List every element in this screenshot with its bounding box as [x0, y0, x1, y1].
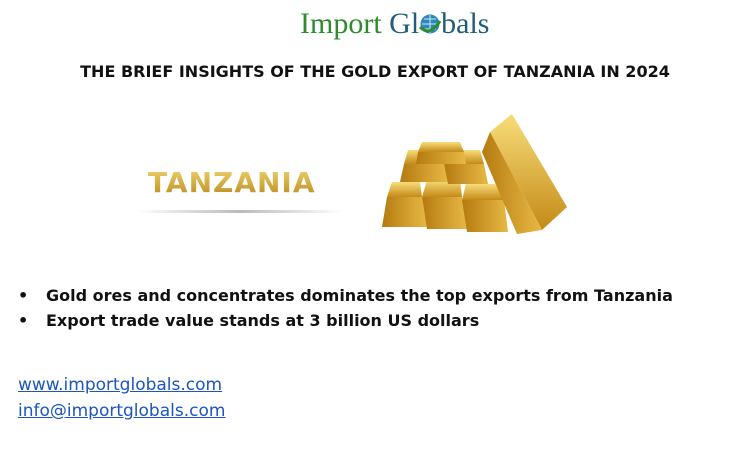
bullet-text: Export trade value stands at 3 billion U…	[46, 311, 480, 330]
insights-list: • Gold ores and concentrates dominates th…	[18, 283, 673, 333]
contact-links: www.importglobals.com info@importglobals…	[18, 372, 225, 424]
logo-text-globals: Gl bals	[389, 7, 490, 40]
gold-bar	[416, 142, 466, 164]
website-link[interactable]: www.importglobals.com	[18, 375, 223, 395]
bullet-icon: •	[18, 286, 29, 305]
globe-icon	[419, 14, 442, 34]
gold-bars-image	[382, 114, 567, 234]
country-label: TANZANIA	[148, 166, 316, 199]
list-item: • Gold ores and concentrates dominates th…	[18, 283, 673, 308]
gold-bar	[382, 182, 427, 227]
bullet-icon: •	[18, 311, 29, 330]
gold-bar	[462, 184, 508, 232]
logo-text-import: Import	[300, 7, 382, 40]
gold-bar-standing	[482, 114, 567, 234]
email-link[interactable]: info@importglobals.com	[18, 401, 226, 421]
list-item: • Export trade value stands at 3 billion …	[18, 308, 673, 333]
bullet-text: Gold ores and concentrates dominates the…	[46, 286, 673, 305]
import-globals-logo: Import Gl bals	[300, 6, 489, 42]
gold-bar	[422, 180, 467, 229]
page-title: THE BRIEF INSIGHTS OF THE GOLD EXPORT OF…	[80, 62, 670, 81]
country-underline	[135, 210, 345, 213]
